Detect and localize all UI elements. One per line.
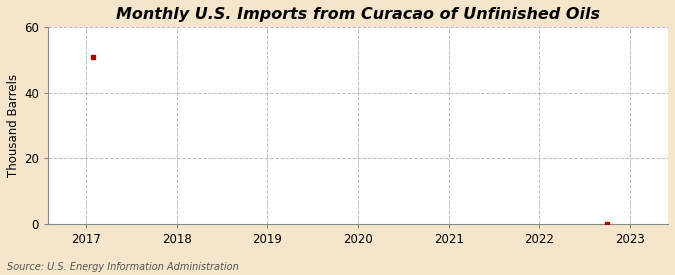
Text: Source: U.S. Energy Information Administration: Source: U.S. Energy Information Administ… xyxy=(7,262,238,272)
Title: Monthly U.S. Imports from Curacao of Unfinished Oils: Monthly U.S. Imports from Curacao of Unf… xyxy=(116,7,600,22)
Y-axis label: Thousand Barrels: Thousand Barrels xyxy=(7,74,20,177)
